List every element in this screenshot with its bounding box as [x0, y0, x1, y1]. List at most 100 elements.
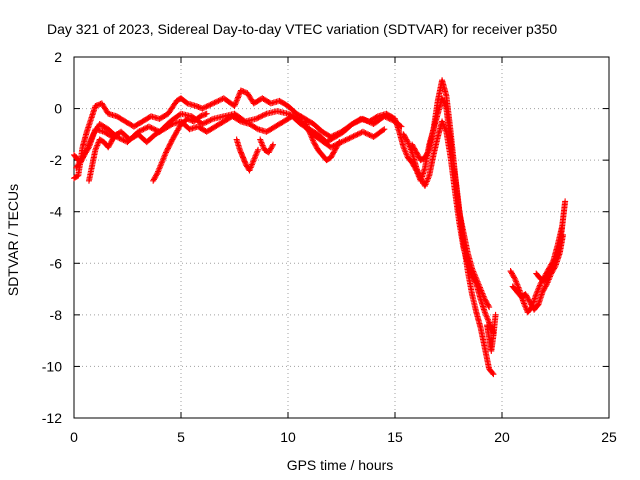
data-point [415, 153, 422, 160]
data-point [232, 101, 239, 108]
x-tick-label: 5 [177, 429, 185, 445]
data-point [562, 198, 569, 205]
data-point [203, 103, 210, 110]
data-point [256, 113, 263, 120]
data-point [262, 111, 269, 118]
data-point [235, 93, 242, 100]
data-point [170, 133, 177, 140]
data-point [207, 117, 214, 124]
data-point [150, 177, 157, 184]
data-point [117, 135, 124, 142]
data-point [327, 144, 334, 151]
y-axis-label: SDTVAR / TECUs [5, 184, 21, 296]
data-point [105, 142, 112, 149]
x-tick-label: 0 [70, 429, 78, 445]
plot-frame [73, 56, 610, 419]
data-point [233, 98, 240, 105]
data-point [543, 275, 550, 282]
data-point [234, 95, 241, 102]
data-point [206, 102, 213, 109]
series-late-arc-3 [533, 198, 569, 285]
data-point [421, 154, 428, 161]
data-point [203, 110, 210, 117]
data-point [200, 120, 207, 127]
data-point [342, 137, 349, 144]
y-tick-label: 0 [54, 101, 62, 117]
data-point [310, 139, 317, 146]
data-point [527, 300, 534, 307]
data-point [362, 130, 369, 137]
data-point [141, 125, 148, 132]
grid-lines [74, 57, 609, 418]
chart-title: Day 321 of 2023, Sidereal Day-to-day VTE… [47, 21, 557, 37]
data-point [216, 97, 223, 104]
data-point [171, 132, 178, 139]
data-point [361, 129, 368, 136]
data-point [471, 278, 478, 285]
data-point [203, 119, 210, 126]
data-point [537, 280, 544, 287]
data-point [398, 123, 405, 130]
x-axis-label: GPS time / hours [287, 457, 394, 473]
data-point [253, 125, 260, 132]
data-point [526, 298, 533, 305]
data-point [119, 136, 126, 143]
data-point [153, 172, 160, 179]
data-point [373, 114, 380, 121]
data-point [507, 268, 514, 275]
data-point [312, 141, 319, 148]
data-point [137, 127, 144, 134]
data-point [202, 119, 209, 126]
data-point [509, 271, 516, 278]
data-point [547, 268, 554, 275]
data-point [116, 135, 123, 142]
data-series [71, 77, 569, 378]
data-point [508, 270, 515, 277]
data-point [528, 301, 535, 308]
data-point [381, 126, 388, 133]
y-tick-label: -10 [42, 358, 62, 374]
data-point [523, 293, 530, 300]
data-point [401, 133, 408, 140]
data-point [285, 110, 291, 117]
data-point [526, 297, 533, 304]
data-point [166, 141, 173, 148]
data-point [543, 274, 550, 281]
data-point [311, 140, 318, 147]
data-point [169, 136, 176, 143]
data-point [232, 100, 239, 107]
y-tick-label: -8 [50, 307, 63, 323]
data-point [112, 132, 119, 139]
series-storm-tail [484, 311, 499, 354]
data-point [419, 177, 426, 184]
data-point [173, 130, 180, 137]
x-tick-label: 20 [494, 429, 510, 445]
data-point [208, 116, 215, 123]
data-point [204, 102, 211, 109]
data-point [200, 104, 207, 111]
tick-labels: 0 5 10 15 20 25 -12 -10 -8 -6 -4 -2 0 2 [42, 49, 617, 445]
data-point [418, 176, 425, 183]
data-point [330, 149, 337, 156]
data-point [363, 130, 370, 137]
data-point [357, 130, 364, 137]
data-point [355, 130, 362, 137]
data-point [485, 302, 492, 309]
data-point [312, 142, 319, 149]
x-tick-label: 25 [601, 429, 617, 445]
data-point [528, 302, 535, 309]
data-point [423, 151, 430, 158]
data-point [329, 151, 336, 158]
data-point [359, 128, 366, 135]
series-arc-3 [257, 136, 277, 156]
data-point [107, 140, 114, 147]
data-point [541, 286, 548, 293]
data-point [472, 279, 479, 286]
data-point [259, 112, 266, 119]
data-point [173, 128, 180, 135]
data-point [335, 140, 342, 147]
data-point [546, 269, 553, 276]
data-point [350, 133, 357, 140]
data-point [471, 277, 478, 284]
